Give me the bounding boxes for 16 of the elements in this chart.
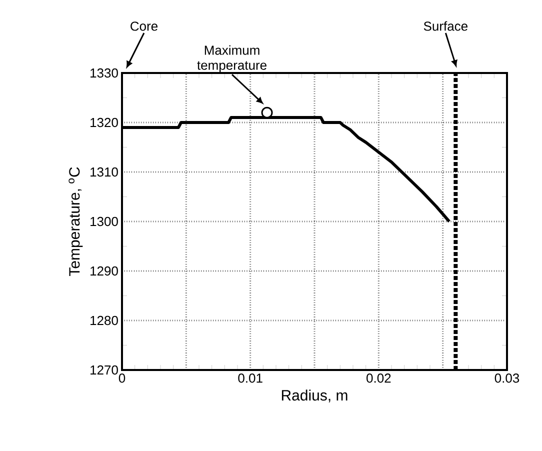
x-tick-label: 0.02: [366, 374, 391, 383]
y-axis-title: Temperature, $^{o}$C: [68, 167, 83, 276]
x-tick-label: 0.03: [494, 374, 520, 383]
y-tick-label: 1330: [90, 68, 118, 78]
y-tick-label: 1310: [90, 167, 118, 177]
text: Core: [130, 22, 158, 31]
text: Maximum temperature: [197, 45, 266, 72]
y-tick-label: 1300: [90, 216, 118, 226]
x-axis-title: Radius, m: [282, 390, 348, 402]
y-tick-label: 1290: [90, 266, 118, 276]
y-tick-label: 1270: [90, 365, 118, 375]
text: Surface: [424, 21, 468, 31]
x-tick-label: 0: [118, 374, 126, 383]
y-tick-label: 1320: [90, 118, 118, 128]
x-tick-label: 0.01: [238, 374, 262, 383]
y-tick-label: 1280: [90, 316, 118, 326]
